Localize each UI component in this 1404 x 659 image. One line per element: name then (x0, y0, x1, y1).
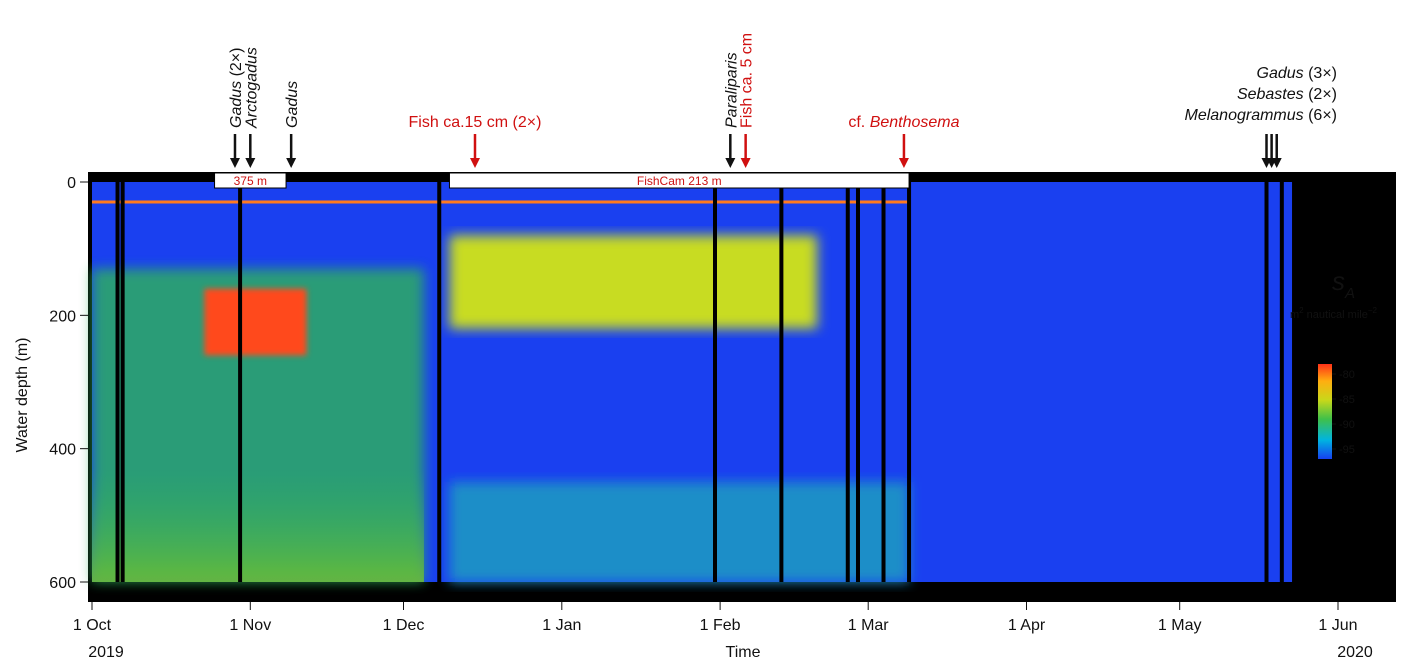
species-annotation: Paraliparis (723, 52, 740, 128)
y-tick-label: 0 (67, 175, 76, 192)
x-tick-label: 1 Dec (383, 617, 425, 634)
echo-layers (92, 182, 1293, 582)
x-tick-label: 1 Oct (73, 617, 112, 634)
colorbar-unit-m: m (1290, 309, 1299, 321)
data-gap-bar (713, 182, 717, 582)
stacked-species-annotation: Gadus (3×) (1257, 65, 1337, 82)
species-name: Arctogadus (243, 47, 260, 129)
stacked-species-annotation: Sebastes (2×) (1237, 86, 1337, 103)
depth-bar-label: FishCam 213 m (637, 174, 722, 188)
species-count: (2×) (228, 48, 245, 81)
species-name: Gadus (228, 81, 245, 128)
x-axis: 1 Oct 1 Nov 1 Dec 1 Jan 1 Feb 1 Mar 1 Apr 1 May… (73, 602, 1358, 634)
data-gap-bar (115, 182, 120, 582)
colorbar-tick-label: -85 (1339, 394, 1355, 406)
colorbar-tick-label: -90 (1339, 419, 1355, 431)
y-tick-label: 200 (49, 308, 76, 325)
colorbar-tick-label: -80 (1339, 369, 1355, 381)
annotation-arrow-head (740, 158, 751, 168)
species-name: Gadus (284, 81, 301, 128)
species-name: Benthosema (870, 114, 960, 131)
colorbar-unit-sup: 2 (1299, 306, 1304, 315)
data-gap-bar (779, 182, 784, 582)
annotation-arrow-head (725, 158, 736, 168)
x-start-year: 2019 (88, 644, 124, 659)
x-end-year: 2020 (1337, 644, 1373, 659)
x-tick-label: 1 Nov (229, 617, 271, 634)
bottom-echo-fade (92, 468, 424, 582)
colorbar-tick-label: -95 (1339, 444, 1355, 456)
annotation-arrow-head (1271, 158, 1282, 168)
depth-bar (448, 172, 910, 189)
y-tick-label: 600 (49, 575, 76, 592)
annotations: Gadus (2×)Arctogadus Gadus ParaliparisFish… (228, 33, 1337, 168)
species-name: Paraliparis (723, 52, 740, 128)
data-gap-bar (855, 182, 860, 582)
annotation-arrow-head (286, 158, 297, 168)
fish-annotation: cf. Benthosema (848, 114, 959, 131)
echo-layer (449, 482, 910, 582)
annotation-arrow-head (245, 158, 256, 168)
species-count: (6×) (1304, 107, 1337, 124)
fish-annotation: Fish ca. 5 cm (739, 33, 756, 128)
data-gap-bar (907, 182, 912, 582)
depth-bar-label: 375 m (234, 174, 267, 188)
species-count: (2×) (1304, 86, 1337, 103)
x-tick-label: 1 Mar (848, 617, 890, 634)
data-gap-bar (845, 182, 850, 582)
species-name: Melanogrammus (1185, 107, 1304, 124)
echo-layer (449, 235, 818, 329)
data-gap-bar (437, 182, 442, 582)
annotation-arrow-head (229, 158, 240, 168)
species-name: Gadus (1257, 65, 1304, 82)
data-gap-bar (881, 182, 886, 582)
colorbar-symbol-sub: A (1344, 285, 1355, 302)
species-name: Sebastes (1237, 86, 1304, 103)
x-tick-label: 1 Feb (700, 617, 741, 634)
depth-bar (214, 172, 287, 189)
x-tick-label: 1 Apr (1008, 617, 1046, 634)
annotation-arrow-head (898, 158, 909, 168)
x-tick-label: 1 Jan (542, 617, 581, 634)
fish-annotation: Fish ca.15 cm (2×) (409, 114, 542, 131)
data-gap-bar (1279, 182, 1284, 582)
species-count: (3×) (1304, 65, 1337, 82)
data-gap-bar (120, 182, 125, 582)
stacked-species-annotation: Melanogrammus (6×) (1185, 107, 1338, 124)
data-gap-bar (1264, 182, 1269, 582)
colorbar-unit-rest-sup: −2 (1368, 306, 1378, 315)
y-axis-label: Water depth (m) (14, 338, 31, 453)
data-gap-bar (238, 182, 243, 582)
species-annotation: Gadus (284, 81, 301, 128)
x-tick-label: 1 May (1158, 617, 1202, 634)
y-tick-label: 400 (49, 442, 76, 459)
annotation-prefix: cf. (848, 114, 869, 131)
x-tick-label: 1 Jun (1318, 617, 1357, 634)
colorbar-unit-rest: nautical mile (1304, 309, 1368, 321)
colorbar-unit: m2 nautical mile−2 (1290, 306, 1378, 321)
y-axis: 0 200 400 600 (49, 175, 88, 592)
data-gaps (115, 182, 1284, 582)
species-annotation: Gadus (2×) (228, 48, 245, 128)
echo-layer (204, 288, 307, 356)
colorbar-gradient (1318, 364, 1332, 459)
depth-bars: 375 m FishCam 213 m (214, 172, 910, 189)
annotation-arrow-head (469, 158, 480, 168)
species-annotation: Arctogadus (243, 47, 260, 129)
x-axis-label: Time (726, 644, 761, 659)
